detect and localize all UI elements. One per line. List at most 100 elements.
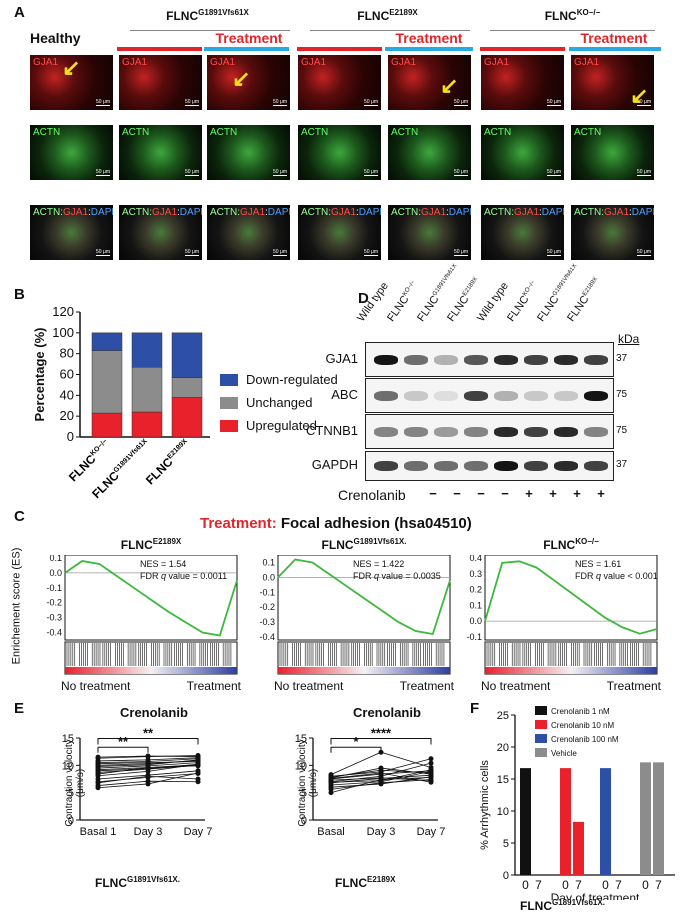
y-tick-label: 100	[52, 325, 74, 340]
e1-title: Crenolanib	[120, 705, 188, 720]
micrograph-actn: ACTN 50 μm	[298, 125, 381, 180]
legend-swatch	[535, 720, 547, 729]
blot-band	[374, 354, 398, 365]
y-tick-label: 60	[60, 367, 74, 382]
y-tick-label: -0.3	[46, 613, 62, 623]
micrograph-merge: ACTN:GJA1:DAPI 50 μm	[207, 205, 290, 260]
blot-band	[584, 426, 608, 437]
group-title-ko: FLNCKO−/−	[544, 8, 601, 23]
blot-band	[434, 354, 458, 365]
data-point	[428, 760, 434, 766]
x-tick-label: 7	[655, 878, 662, 892]
micrograph-actn: ACTN 50 μm	[571, 125, 654, 180]
data-point	[195, 776, 201, 782]
blot-band	[524, 461, 548, 471]
data-point	[428, 771, 434, 777]
blot-band	[374, 426, 398, 437]
sig-label: **	[143, 725, 154, 740]
micrograph-actn: ACTN 50 μm	[207, 125, 290, 180]
y-tick-label: 20	[60, 408, 74, 423]
gsea-frame	[484, 555, 658, 641]
blot-band	[374, 461, 398, 471]
data-point	[195, 763, 201, 769]
treatment-label: Treatment	[215, 30, 283, 46]
gsea-frame	[64, 555, 238, 641]
y-tick-label: 0.0	[49, 568, 62, 578]
group-underline	[310, 30, 470, 31]
micrograph-merge: ACTN:GJA1:DAPI 50 μm	[298, 205, 381, 260]
blot-band	[464, 461, 488, 471]
no-treatment-bar	[297, 47, 382, 51]
axis-left-label: No treatment	[61, 679, 131, 693]
micrograph-gja1: GJA1 50 μm	[298, 55, 381, 110]
legend-label: Down-regulated	[246, 372, 338, 387]
y-tick-label: 25	[497, 710, 509, 722]
blot-band	[464, 426, 488, 437]
blot-band	[584, 461, 608, 471]
y-tick-label: 20	[497, 742, 509, 754]
y-tick-label: 15	[295, 733, 307, 745]
panel-a-label: A	[14, 4, 25, 21]
data-point	[95, 780, 101, 786]
legend-swatch	[535, 734, 547, 743]
y-tick-label: 0.4	[469, 555, 482, 563]
bar-segment	[171, 397, 203, 438]
panel-c-label: C	[14, 508, 25, 525]
blot-band	[404, 354, 428, 365]
sig-bracket	[97, 746, 149, 753]
group-title-g1891: FLNCG1891Vfs61X	[166, 8, 249, 23]
legend-swatch	[220, 396, 238, 409]
y-axis-label: Percentage (%)	[32, 328, 47, 422]
group-underline	[490, 30, 655, 31]
axis-right-label: Treatment	[607, 679, 662, 693]
legend-swatch	[535, 706, 547, 715]
sig-label: **	[118, 734, 129, 749]
x-tick-label: Basal	[317, 826, 345, 838]
y-tick-label: 0.0	[469, 616, 482, 626]
blot-strip	[365, 378, 614, 413]
nes-text: NES = 1.422	[353, 559, 404, 569]
y-tick-label: 10	[62, 760, 74, 772]
y-tick-label: 15	[62, 733, 74, 745]
x-tick-label: Basal 1	[80, 826, 117, 838]
micrograph-actn: ACTN 50 μm	[388, 125, 471, 180]
blot-band	[434, 390, 458, 401]
legend-swatch	[535, 748, 547, 757]
blot-band	[464, 354, 488, 365]
blot-band	[374, 390, 398, 401]
legend-swatch	[220, 419, 238, 432]
blot-band	[494, 461, 518, 471]
sig-label: *	[353, 734, 359, 749]
data-point	[145, 759, 151, 765]
data-point	[378, 780, 384, 786]
e1-ylabel: Contraction velocity (μm/s)	[64, 739, 86, 827]
gsea-frame	[277, 555, 451, 641]
x-tick-label: 0	[522, 878, 529, 892]
data-point	[145, 765, 151, 771]
rank-gradient	[485, 667, 657, 674]
treatment-bar	[385, 47, 473, 51]
x-tick-label: 7	[615, 878, 622, 892]
panel-d-label: D	[358, 290, 369, 307]
blot-band	[464, 390, 488, 401]
rank-gradient	[278, 667, 450, 674]
data-point	[428, 777, 434, 783]
legend-label: Crenolanib 100 nM	[551, 735, 619, 744]
data-point	[428, 767, 434, 773]
y-tick-label: -0.2	[259, 602, 275, 612]
data-point	[195, 768, 201, 774]
legend-swatch	[220, 373, 238, 386]
arrow-icon: ↙	[62, 55, 81, 80]
treatment-label: Treatment	[395, 30, 463, 46]
bar-segment	[131, 366, 163, 413]
bar	[653, 762, 664, 875]
e2-ylabel: Contraction velocity (μm/s)	[297, 739, 319, 827]
micrograph-gja1-healthy: GJA1 50 μm	[30, 55, 113, 110]
enrichment-curve	[64, 560, 238, 637]
y-tick-label: 5	[503, 838, 509, 850]
micrograph-gja1: GJA1 50 μm	[481, 55, 564, 110]
treatment-bar	[569, 47, 661, 51]
x-tick-label: 0	[602, 878, 609, 892]
x-tick-label: Day 3	[134, 826, 163, 838]
